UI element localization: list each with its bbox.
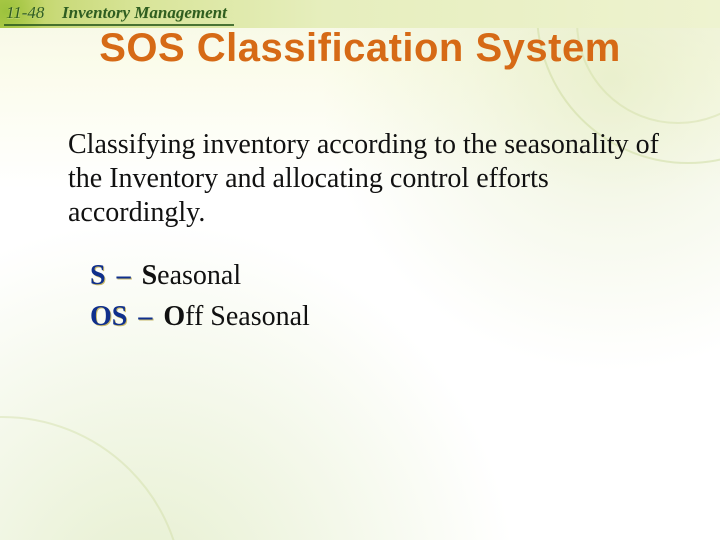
slide: 11-48 Inventory Management SOS Classific…: [0, 0, 720, 540]
definition-separator: –: [113, 260, 135, 291]
definition-separator: –: [134, 301, 156, 332]
page-title: SOS Classification System: [0, 26, 720, 71]
definition-row: OS – Off Seasonal: [90, 297, 310, 338]
definition-value-bold: S: [142, 260, 158, 291]
definition-key: OS: [90, 301, 127, 332]
decorative-ring: [0, 416, 184, 540]
definition-value-rest: ff Seasonal: [185, 301, 310, 332]
slide-number: 11-48: [6, 3, 44, 23]
definition-value-bold: O: [163, 301, 185, 332]
body-paragraph: Classifying inventory according to the s…: [68, 128, 660, 230]
definition-value-rest: easonal: [157, 260, 241, 291]
chapter-title: Inventory Management: [62, 3, 227, 23]
definition-row: S – Seasonal: [90, 256, 310, 297]
definition-list: S – Seasonal OS – Off Seasonal: [90, 256, 310, 337]
definition-key: S: [90, 260, 106, 291]
